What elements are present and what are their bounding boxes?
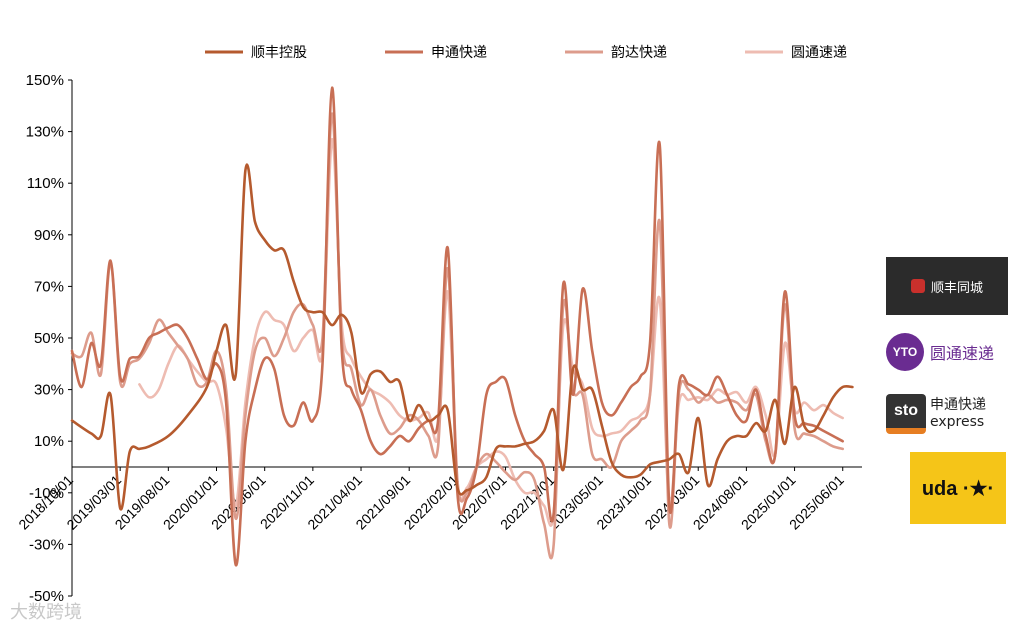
series-line-4 [138,137,844,527]
y-tick-label: 70% [34,278,64,295]
sf-city-logo: 顺丰同城 [886,257,1008,315]
y-tick-label: -30% [29,536,64,553]
y-axis: 150% 130% 110% 90% 70% 50% 30% 10% -10% -30% -50% [26,72,73,605]
y-tick-label: 90% [34,227,64,244]
y-tick-label: 110% [27,175,64,192]
yto-logo: YTO 圆通速递 [886,330,1008,374]
yunda-logo: uda ·★· [910,452,1006,524]
sto-logo-text: 申通快递 express [930,397,986,431]
sto-logo-label: 申通快递 [930,397,986,413]
sto-logo: sto 申通快递 express [886,388,1008,440]
sf-logo-icon [910,279,925,293]
y-tick-label: 10% [34,433,64,450]
plot-area [70,86,854,567]
legend-label-2: 申通快递 [431,45,487,61]
y-tick-label: 150% [26,72,64,89]
y-tick-label: 50% [34,330,64,347]
chart-legend: 顺丰控股 申通快递 韵达快递 圆通速递 [205,45,847,61]
y-tick-label: 30% [34,382,64,399]
sf-logo-label: 顺丰同城 [930,280,983,296]
watermark: 大数跨境 [10,602,82,623]
sto-logo-sub: express [930,414,985,430]
legend-label-1: 顺丰控股 [251,45,307,61]
sto-logo-icon: sto [886,394,926,434]
legend-label-4: 圆通速递 [791,45,847,61]
x-axis: 2018/10/012019/03/012019/08/012020/01/01… [15,466,862,533]
yunda-logo-label: uda ·★· [921,477,995,500]
y-tick-label: -50% [29,588,64,605]
y-tick-label: 130% [26,124,64,141]
yto-logo-icon: YTO [886,333,924,371]
yto-logo-label: 圆通速递 [930,344,995,363]
series-line-1 [70,163,854,511]
legend-label-3: 韵达快递 [611,45,667,61]
y-tick-label: -10% [29,485,64,502]
